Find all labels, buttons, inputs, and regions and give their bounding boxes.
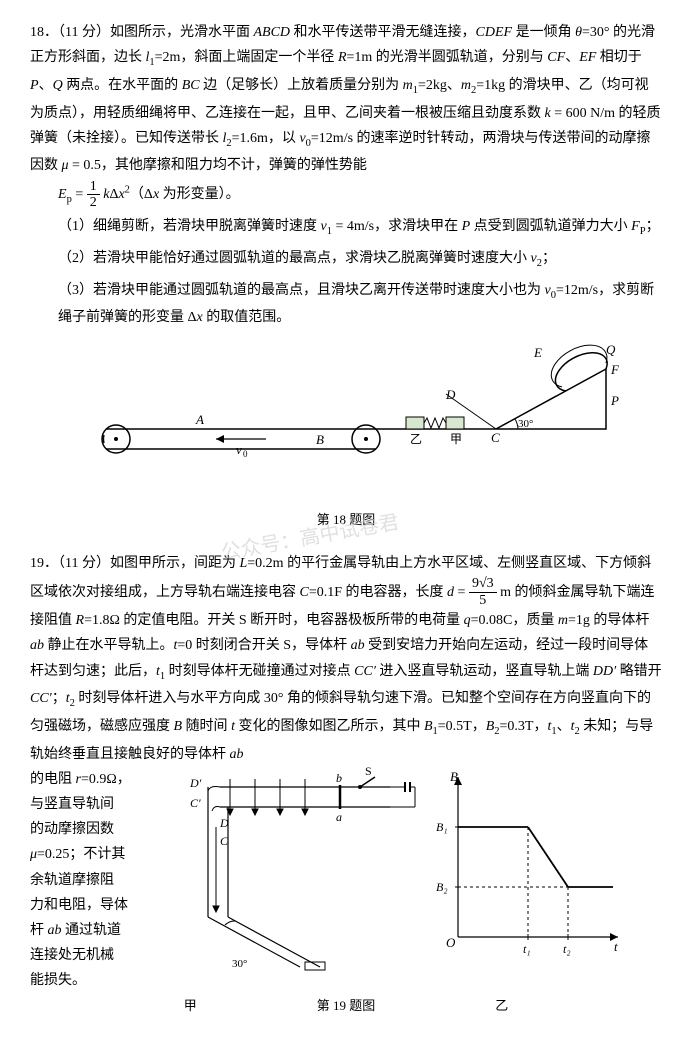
axis-t: t — [614, 939, 618, 954]
sub-question-3: （3）若滑块甲能通过圆弧轨道的最高点，且滑块乙离开传送带时速度大小也为 v0=1… — [30, 278, 662, 331]
label-E: E — [533, 345, 542, 360]
sub-question-1: （1）细绳剪断，若滑块甲脱离弹簧时速度 v1 = 4m/s，求滑块甲在 P 点受… — [30, 214, 662, 242]
problem-19-left-text: 的电阻 r=0.9Ω， 与竖直导轨间 的动摩擦因数 μ=0.25；不计其 余轨道… — [30, 767, 150, 994]
label-S: S — [365, 767, 372, 778]
lt-6: 杆 ab 通过轨道 — [30, 918, 150, 943]
axis-O: O — [446, 935, 456, 950]
lt-7: 连接处无机械 — [30, 943, 150, 968]
problem-number-19: 19． — [30, 556, 58, 571]
caption-jia: 甲 — [184, 994, 197, 1017]
lt-4: 余轨道摩擦阻 — [30, 868, 150, 893]
problem-intro-19: 如图甲所示，间距为 L=0.2m 的平行金属导轨由上方水平区域、左侧竖直区域、下… — [30, 556, 662, 761]
axis-B: B — [450, 769, 458, 784]
sub-question-2: （2）若滑块甲能恰好通过圆弧轨道的最高点，求滑块乙脱离弹簧时速度大小 v2； — [30, 246, 662, 274]
tick-B1: B₁ — [436, 820, 448, 834]
label-yi: 乙 — [410, 432, 422, 446]
label-30deg: 30° — [518, 418, 533, 430]
label-A: A — [195, 412, 204, 427]
label-30deg-19: 30° — [232, 958, 247, 970]
figure-19-captions: 甲 第 19 题图 乙 — [30, 994, 662, 1017]
problem-number: 18． — [30, 25, 58, 40]
label-v0-sub: 0 — [243, 449, 248, 459]
label-P: P — [610, 393, 619, 408]
label-C: C — [491, 430, 500, 445]
lt-1: 与竖直导轨间 — [30, 792, 150, 817]
label-F: F — [610, 362, 620, 377]
figure-19-jia: a b S — [160, 767, 420, 977]
formula-ep: Ep = 12 kΔx2（Δx 为形变量）。 — [30, 179, 662, 211]
figure-18-caption: 第 18 题图 — [30, 508, 662, 531]
caption-yi: 乙 — [495, 994, 508, 1017]
problem-intro: 如图所示，光滑水平面 ABCD 和水平传送带平滑无缝连接，CDEF 是一倾角 θ… — [30, 25, 661, 173]
problem-19: 19．（11 分）如图甲所示，间距为 L=0.2m 的平行金属导轨由上方水平区域… — [30, 551, 662, 1017]
label-Dp: D′ — [189, 776, 202, 790]
label-Cp: C′ — [190, 796, 201, 810]
problem-19-figures: a b S — [160, 767, 662, 994]
label-a: a — [336, 810, 342, 824]
lt-3: μ=0.25；不计其 — [30, 842, 150, 867]
problem-points: （11 分） — [58, 25, 110, 40]
label-v0: v — [236, 442, 242, 457]
figure-18: v 0 A B 乙 甲 C D 30° E F Q — [30, 339, 662, 532]
label-B: B — [316, 432, 324, 447]
lt-2: 的动摩擦因数 — [30, 817, 150, 842]
tick-t1: t₁ — [523, 942, 531, 956]
tick-B2: B₂ — [436, 880, 448, 894]
problem-18: 18．（11 分）如图所示，光滑水平面 ABCD 和水平传送带平滑无缝连接，CD… — [30, 20, 662, 531]
problem-19-lower: 的电阻 r=0.9Ω， 与竖直导轨间 的动摩擦因数 μ=0.25；不计其 余轨道… — [30, 767, 662, 994]
tick-t2: t₂ — [563, 942, 571, 956]
problem-points-19: （11 分） — [58, 556, 110, 571]
lt-0: 的电阻 r=0.9Ω， — [30, 767, 150, 792]
label-Q: Q — [606, 342, 616, 357]
figure-19-yi: B t O B₁ B₂ t₁ t₂ — [428, 767, 628, 977]
label-jia: 甲 — [450, 432, 462, 446]
caption-main: 第 19 题图 — [317, 994, 376, 1017]
lt-8: 能损失。 — [30, 968, 150, 993]
figure-18-svg: v 0 A B 乙 甲 C D 30° E F Q — [66, 339, 626, 499]
label-b: b — [336, 771, 342, 785]
lt-5: 力和电阻，导体 — [30, 893, 150, 918]
